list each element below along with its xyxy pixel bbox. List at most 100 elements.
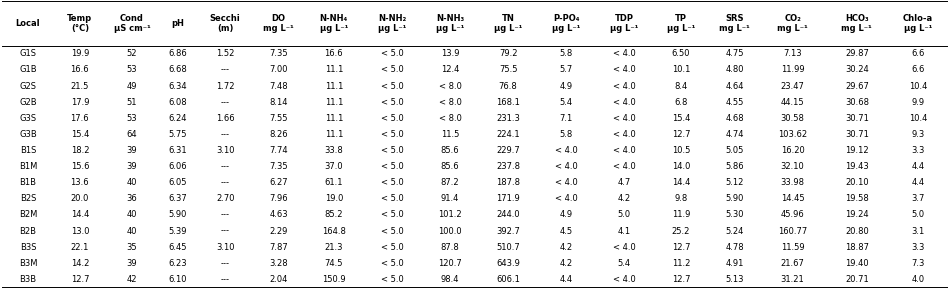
Text: 6.23: 6.23	[169, 259, 187, 268]
Text: 5.8: 5.8	[560, 130, 573, 139]
Text: 87.8: 87.8	[440, 243, 459, 252]
Text: < 5.0: < 5.0	[381, 227, 403, 236]
Text: 79.2: 79.2	[499, 49, 517, 58]
Text: Chlo-a
μg L⁻¹: Chlo-a μg L⁻¹	[903, 14, 933, 33]
Text: < 4.0: < 4.0	[613, 275, 636, 284]
Text: N-NH₄
μg L⁻¹: N-NH₄ μg L⁻¹	[320, 14, 348, 33]
Text: 85.2: 85.2	[325, 211, 343, 219]
Text: 85.6: 85.6	[440, 146, 459, 155]
Text: 4.2: 4.2	[560, 243, 573, 252]
Text: 7.00: 7.00	[270, 65, 288, 74]
Text: ---: ---	[221, 178, 230, 187]
Text: 3.10: 3.10	[216, 146, 234, 155]
Text: 4.5: 4.5	[560, 227, 573, 236]
Text: 19.58: 19.58	[845, 194, 868, 203]
Text: 4.55: 4.55	[725, 98, 744, 107]
Text: 37.0: 37.0	[325, 162, 344, 171]
Text: 8.14: 8.14	[270, 98, 288, 107]
Text: < 5.0: < 5.0	[381, 49, 403, 58]
Text: 4.80: 4.80	[725, 65, 744, 74]
Text: ---: ---	[221, 227, 230, 236]
Text: 5.30: 5.30	[725, 211, 744, 219]
Text: 15.6: 15.6	[70, 162, 89, 171]
Text: 160.77: 160.77	[778, 227, 808, 236]
Text: 91.4: 91.4	[441, 194, 459, 203]
Text: 40: 40	[126, 178, 138, 187]
Text: < 5.0: < 5.0	[381, 130, 403, 139]
Text: 10.4: 10.4	[909, 82, 927, 90]
Text: TP
μg L⁻¹: TP μg L⁻¹	[667, 14, 696, 33]
Text: < 8.0: < 8.0	[438, 98, 461, 107]
Text: 4.64: 4.64	[725, 82, 744, 90]
Text: 171.9: 171.9	[496, 194, 520, 203]
Text: < 4.0: < 4.0	[613, 49, 636, 58]
Text: 35: 35	[126, 243, 138, 252]
Text: 76.8: 76.8	[499, 82, 517, 90]
Text: 14.45: 14.45	[781, 194, 805, 203]
Text: 237.8: 237.8	[496, 162, 520, 171]
Text: 6.6: 6.6	[911, 65, 924, 74]
Text: 10.1: 10.1	[672, 65, 690, 74]
Text: 168.1: 168.1	[496, 98, 520, 107]
Text: 6.6: 6.6	[911, 49, 924, 58]
Text: 33.8: 33.8	[325, 146, 344, 155]
Text: 17.6: 17.6	[70, 114, 89, 123]
Text: 13.6: 13.6	[70, 178, 89, 187]
Text: 29.87: 29.87	[845, 49, 868, 58]
Text: 4.1: 4.1	[618, 227, 631, 236]
Text: 31.21: 31.21	[781, 275, 805, 284]
Text: 5.7: 5.7	[560, 65, 573, 74]
Text: HCO₃
mg L⁻¹: HCO₃ mg L⁻¹	[842, 14, 872, 33]
Text: < 5.0: < 5.0	[381, 275, 403, 284]
Text: 5.8: 5.8	[560, 49, 573, 58]
Text: ---: ---	[221, 98, 230, 107]
Text: 39: 39	[126, 146, 138, 155]
Text: ---: ---	[221, 275, 230, 284]
Text: B1S: B1S	[20, 146, 36, 155]
Text: 5.13: 5.13	[725, 275, 744, 284]
Text: 16.6: 16.6	[325, 49, 344, 58]
Text: 5.39: 5.39	[169, 227, 187, 236]
Text: 11.1: 11.1	[325, 98, 343, 107]
Text: 6.86: 6.86	[168, 49, 187, 58]
Text: ---: ---	[221, 259, 230, 268]
Text: B1B: B1B	[19, 178, 36, 187]
Text: 7.3: 7.3	[911, 259, 924, 268]
Text: < 5.0: < 5.0	[381, 259, 403, 268]
Text: 7.35: 7.35	[270, 162, 288, 171]
Text: Cond
μS cm⁻¹: Cond μS cm⁻¹	[114, 14, 150, 33]
Text: 1.52: 1.52	[216, 49, 234, 58]
Text: 5.4: 5.4	[560, 98, 573, 107]
Text: 244.0: 244.0	[496, 211, 520, 219]
Text: 19.40: 19.40	[845, 259, 868, 268]
Text: 13.0: 13.0	[70, 227, 89, 236]
Text: 3.1: 3.1	[911, 227, 924, 236]
Text: 21.5: 21.5	[71, 82, 89, 90]
Text: 4.75: 4.75	[725, 49, 744, 58]
Text: 510.7: 510.7	[496, 243, 520, 252]
Text: < 5.0: < 5.0	[381, 65, 403, 74]
Text: 6.06: 6.06	[169, 162, 187, 171]
Text: < 8.0: < 8.0	[438, 114, 461, 123]
Text: 20.0: 20.0	[71, 194, 89, 203]
Text: < 4.0: < 4.0	[613, 130, 636, 139]
Text: 39: 39	[126, 259, 138, 268]
Text: < 5.0: < 5.0	[381, 194, 403, 203]
Text: B3S: B3S	[20, 243, 36, 252]
Text: ---: ---	[221, 65, 230, 74]
Text: 164.8: 164.8	[322, 227, 345, 236]
Text: 11.1: 11.1	[325, 130, 343, 139]
Text: B2M: B2M	[19, 211, 37, 219]
Text: 4.4: 4.4	[560, 275, 573, 284]
Text: 30.68: 30.68	[845, 98, 869, 107]
Text: 224.1: 224.1	[496, 130, 520, 139]
Text: G1S: G1S	[19, 49, 36, 58]
Text: 19.12: 19.12	[845, 146, 868, 155]
Text: SRS
mg L⁻¹: SRS mg L⁻¹	[719, 14, 750, 33]
Text: 6.24: 6.24	[169, 114, 187, 123]
Text: 64: 64	[126, 130, 138, 139]
Text: 11.5: 11.5	[441, 130, 459, 139]
Text: 8.26: 8.26	[270, 130, 288, 139]
Text: 7.87: 7.87	[270, 243, 288, 252]
Text: < 4.0: < 4.0	[555, 162, 578, 171]
